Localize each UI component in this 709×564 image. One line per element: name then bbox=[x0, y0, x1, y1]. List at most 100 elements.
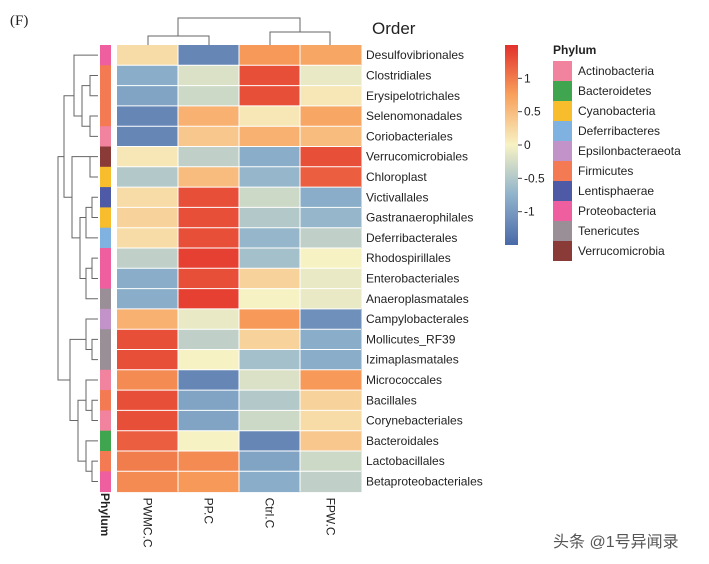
phylum-legend-label: Proteobacteria bbox=[578, 204, 656, 218]
phylum-annotation-cell bbox=[100, 308, 111, 330]
column-label: FPW.C bbox=[324, 498, 338, 536]
row-label: Bacteroidales bbox=[366, 434, 439, 448]
phylum-legend-label: Tenericutes bbox=[578, 224, 639, 238]
heatmap-cell: Chloroplast / PWMC.C bbox=[117, 166, 179, 188]
heatmap-cell: Micrococcales / PWMC.C bbox=[117, 369, 179, 391]
row-label: Erysipelotrichales bbox=[366, 89, 460, 103]
heatmap-cell: Anaeroplasmatales / PP.C bbox=[178, 288, 240, 310]
phylum-annotation-cell bbox=[100, 207, 111, 229]
row-dendro-branch bbox=[91, 338, 98, 361]
phylum-legend-label: Epsilonbacteraeota bbox=[578, 144, 681, 158]
row-dendrogram bbox=[57, 54, 98, 482]
phylum-legend: Phylum Actinobacteria Bacteroidetes Cyanob… bbox=[553, 43, 681, 261]
phylum-annotation-cell bbox=[100, 369, 111, 391]
heatmap-cell: Campylobacterales / FPW.C bbox=[300, 308, 362, 330]
row-label: Micrococcales bbox=[366, 373, 442, 387]
heatmap-cell: Verrucomicrobiales / FPW.C bbox=[300, 146, 362, 168]
heatmap-cell: Bacillales / PP.C bbox=[178, 390, 240, 411]
phylum-legend-swatch bbox=[553, 181, 572, 201]
phylum-annotation-cell bbox=[100, 166, 111, 188]
row-label: Chloroplast bbox=[366, 170, 427, 184]
heatmap-cell: Verrucomicrobiales / Ctrl.C bbox=[239, 146, 301, 168]
heatmap-cell: Izimaplasmatales / FPW.C bbox=[300, 349, 362, 371]
heatmap-cell: Rhodospirillales / FPW.C bbox=[300, 248, 362, 269]
heatmap-cell: Desulfovibrionales / PP.C bbox=[178, 45, 240, 66]
phylum-annotation-cell bbox=[100, 126, 111, 147]
row-label: Betaproteobacteriales bbox=[366, 474, 483, 488]
row-dendro-branch bbox=[63, 95, 74, 198]
heatmap-cell: Deferribacterales / FPW.C bbox=[300, 227, 362, 249]
row-dendro-branch bbox=[81, 85, 90, 127]
heatmap-cell: Gastranaerophilales / PWMC.C bbox=[117, 207, 179, 229]
color-scale-tick-label: 0 bbox=[524, 138, 531, 152]
phylum-legend-label: Cyanobacteria bbox=[578, 104, 656, 118]
heatmap-cell: Anaeroplasmatales / FPW.C bbox=[300, 288, 362, 310]
heatmap-cell: Erysipelotrichales / FPW.C bbox=[300, 85, 362, 107]
heatmap-cell: Corynebacteriales / PWMC.C bbox=[117, 410, 179, 432]
heatmap-cell: Mollicutes_RF39 / Ctrl.C bbox=[239, 329, 301, 350]
color-scale-legend: 1 0.5 0 -0.5 -1 bbox=[505, 45, 545, 245]
heatmap-cell: Betaproteobacteriales / FPW.C bbox=[300, 471, 362, 493]
phylum-legend-label: Bacteroidetes bbox=[578, 84, 651, 98]
phylum-annotation-cell bbox=[100, 45, 111, 66]
phylum-annotation-cell bbox=[100, 268, 111, 290]
row-dendro-branch bbox=[89, 74, 98, 97]
phylum-annotation-cell bbox=[100, 65, 111, 87]
heatmap-cell: Verrucomicrobiales / PP.C bbox=[178, 146, 240, 168]
heatmap-cell: Desulfovibrionales / FPW.C bbox=[300, 45, 362, 66]
row-dendro-branch bbox=[85, 318, 98, 350]
heatmap-cell: Corynebacteriales / Ctrl.C bbox=[239, 410, 301, 432]
row-label: Verrucomicrobiales bbox=[366, 150, 468, 164]
heatmap-cell: Enterobacteriales / PWMC.C bbox=[117, 268, 179, 290]
heatmap-cell: Victivallales / FPW.C bbox=[300, 187, 362, 208]
heatmap-cell: Izimaplasmatales / Ctrl.C bbox=[239, 349, 301, 371]
row-label: Mollicutes_RF39 bbox=[366, 332, 456, 346]
column-label: PWMC.C bbox=[141, 498, 155, 548]
heatmap-cell: Coriobacteriales / PWMC.C bbox=[117, 126, 179, 147]
heatmap-cell: Chloroplast / FPW.C bbox=[300, 166, 362, 188]
phylum-annotation-cell bbox=[100, 410, 111, 432]
heatmap-cell: Mollicutes_RF39 / FPW.C bbox=[300, 329, 362, 350]
row-label: Izimaplasmatales bbox=[366, 353, 459, 367]
heatmap-cell: Betaproteobacteriales / PWMC.C bbox=[117, 471, 179, 493]
column-labels: PWMC.C PP.C Ctrl.C FPW.C bbox=[141, 498, 338, 548]
heatmap-cell: Mollicutes_RF39 / PP.C bbox=[178, 329, 240, 350]
row-dendro-branch bbox=[91, 460, 98, 482]
row-label: Campylobacterales bbox=[366, 312, 469, 326]
heatmap-cell: Selenomonadales / PWMC.C bbox=[117, 105, 179, 127]
phylum-annotation-cell bbox=[100, 390, 111, 411]
heatmap-cell: Coriobacteriales / PP.C bbox=[178, 126, 240, 147]
row-dendro-branch bbox=[71, 156, 90, 239]
phylum-legend-swatch bbox=[553, 201, 572, 221]
row-dendro-branch bbox=[91, 257, 98, 279]
heatmap-cell: Campylobacterales / Ctrl.C bbox=[239, 308, 301, 330]
row-dendro-branch bbox=[73, 54, 98, 117]
phylum-legend-swatch bbox=[553, 161, 572, 181]
phylum-annotation-cell bbox=[100, 329, 111, 350]
heatmap-cell: Izimaplasmatales / PWMC.C bbox=[117, 349, 179, 371]
row-label: Enterobacteriales bbox=[366, 271, 459, 285]
row-dendro-branch bbox=[77, 399, 86, 462]
row-label: Bacillales bbox=[366, 393, 417, 407]
heatmap-cell: Rhodospirillales / PP.C bbox=[178, 248, 240, 269]
phylum-annotation-bar bbox=[100, 45, 111, 493]
row-dendro-branch bbox=[89, 115, 98, 137]
row-dendro-branch bbox=[85, 379, 98, 411]
heatmap-cell: Chloroplast / PP.C bbox=[178, 166, 240, 188]
heatmap-cell: Clostridiales / PWMC.C bbox=[117, 65, 179, 87]
phylum-annotation-cell bbox=[100, 430, 111, 452]
heatmap-cell: Lactobacillales / PWMC.C bbox=[117, 451, 179, 472]
phylum-annotation-cell bbox=[100, 227, 111, 249]
row-label: Rhodospirillales bbox=[366, 251, 451, 265]
row-label: Deferribacterales bbox=[366, 231, 457, 245]
phylum-legend-label: Verrucomicrobia bbox=[578, 244, 665, 258]
col-dendro-branch bbox=[269, 31, 331, 45]
row-dendro-branch bbox=[85, 206, 98, 239]
heatmap-cell: Coriobacteriales / FPW.C bbox=[300, 126, 362, 147]
heatmap-cell: Clostridiales / PP.C bbox=[178, 65, 240, 87]
heatmap-cell: Selenomonadales / FPW.C bbox=[300, 105, 362, 127]
heatmap-cell: Corynebacteriales / PP.C bbox=[178, 410, 240, 432]
row-label: Clostridiales bbox=[366, 68, 431, 82]
row-dendro-branch bbox=[85, 440, 98, 472]
heatmap-cell: Betaproteobacteriales / PP.C bbox=[178, 471, 240, 493]
